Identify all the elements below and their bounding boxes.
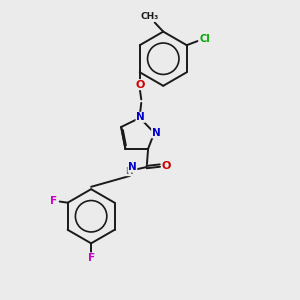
Text: O: O: [162, 160, 171, 171]
Text: O: O: [135, 80, 145, 90]
Text: F: F: [50, 196, 57, 206]
Text: CH₃: CH₃: [141, 12, 159, 21]
Text: H: H: [125, 167, 133, 176]
Text: N: N: [128, 162, 137, 172]
Text: Cl: Cl: [199, 34, 210, 44]
Text: N: N: [136, 112, 145, 122]
Text: F: F: [88, 253, 95, 263]
Text: N: N: [152, 128, 160, 138]
